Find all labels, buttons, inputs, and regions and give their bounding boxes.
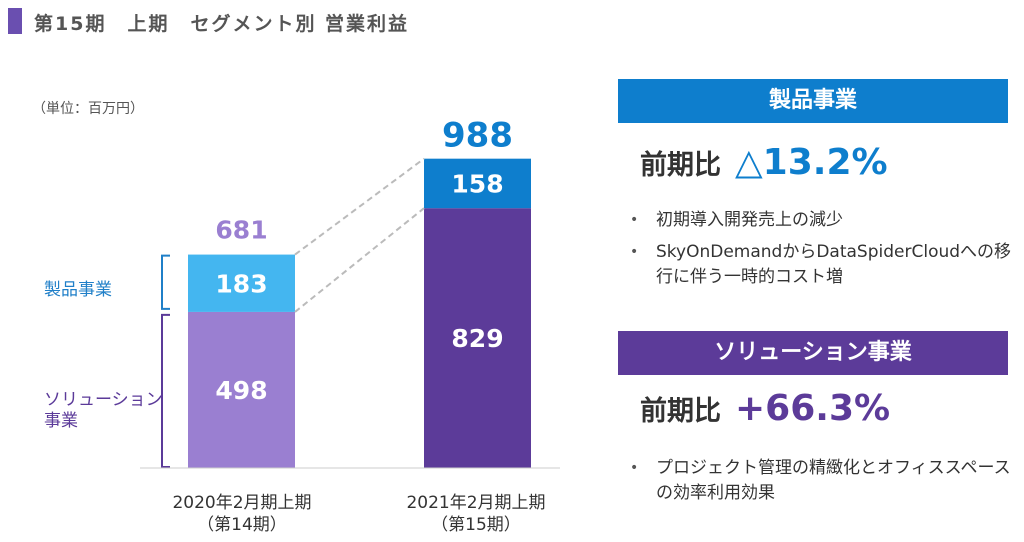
total-label-1: 988 [442,116,513,156]
solution-bullet-list: プロジェクト管理の精緻化とオフィススペースの効率利用効果 [630,456,1020,513]
solution-segment-label: ソリューション 事業 [44,390,163,432]
solution-segment-banner: ソリューション事業 [618,331,1008,375]
x-axis-label-prev: 2020年2月期上期 （第14期） [142,492,342,536]
title-accent-bar [8,8,22,34]
unit-label: （単位：百万円） [32,101,144,117]
x-axis-label-curr: 2021年2月期上期 （第15期） [376,492,576,536]
product-yoy-label: 前期比 [640,150,721,181]
connector-line-top [294,157,425,256]
data-label-product-0: 183 [215,269,267,298]
x-axis-label-prev-line2: （第14期） [197,515,287,535]
data-label-solution-1: 829 [451,324,503,353]
product-segment-label: 製品事業 [44,280,112,300]
bar-solution-1 [424,208,531,468]
product-segment-banner: 製品事業 [618,79,1008,123]
product-bullet-1: 初期導入開発売上の減少 [630,208,1020,233]
x-axis-label-prev-line1: 2020年2月期上期 [172,493,312,513]
connector-line-middle [294,207,425,313]
solution-yoy-value: +66.3% [735,388,891,429]
x-axis-label-curr-line2: （第15期） [431,515,521,535]
bar-product-1 [424,158,531,209]
solution-bracket [161,313,170,468]
data-label-solution-0: 498 [215,376,267,405]
solution-bullet-1: プロジェクト管理の精緻化とオフィススペースの効率利用効果 [630,456,1020,506]
solution-segment-label-line1: ソリューション [44,390,163,410]
solution-yoy: 前期比 +66.3% [640,388,890,429]
product-bullet-2: SkyOnDemandからDataSpiderCloudへの移行に伴う一時的コス… [630,240,1020,290]
solution-yoy-label: 前期比 [640,396,721,427]
total-label-0: 681 [215,216,267,245]
product-bracket [161,254,170,310]
data-label-product-1: 158 [451,169,503,198]
product-yoy-value: △13.2% [735,142,888,183]
solution-segment-label-line2: 事業 [44,411,78,431]
segment-profit-chart: 498 183 681 829 158 988 [140,116,560,469]
page-title: 第15期 上期 セグメント別 営業利益 [34,13,410,35]
product-bullet-list: 初期導入開発売上の減少 SkyOnDemandからDataSpiderCloud… [630,208,1020,297]
product-yoy: 前期比 △13.2% [640,142,888,183]
bar-product-0 [188,254,295,312]
bar-solution-0 [188,311,295,468]
x-axis-label-curr-line1: 2021年2月期上期 [406,493,546,513]
